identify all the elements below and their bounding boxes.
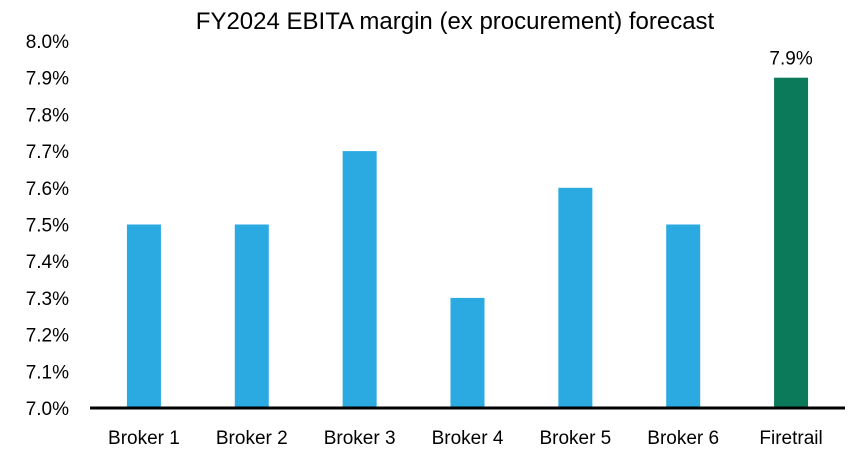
y-tick-label: 7.9% [26,69,69,90]
y-tick-label: 7.8% [26,105,69,126]
bar-broker-1 [126,224,161,408]
data-labels-group: 7.9% [769,49,812,70]
x-tick-label: Broker 2 [216,428,288,449]
bars-group [126,77,809,408]
x-tick-label: Broker 5 [539,428,611,449]
y-tick-label: 7.6% [26,179,69,200]
x-tick-label: Broker 6 [647,428,719,449]
x-tick-label: Broker 3 [324,428,396,449]
y-tick-label: 7.3% [26,289,69,310]
x-tick-label: Firetrail [759,428,822,449]
bar-broker-4 [450,297,485,408]
x-tick-label: Broker 4 [432,428,504,449]
y-tick-label: 7.5% [26,216,69,237]
bar-broker-6 [666,224,701,408]
data-label: 7.9% [769,49,812,70]
bar-broker-5 [558,187,593,408]
bar-firetrail [774,77,809,408]
y-tick-label: 7.0% [26,399,69,420]
bar-broker-3 [342,151,377,408]
y-tick-label: 7.7% [26,142,69,163]
x-tick-label: Broker 1 [108,428,180,449]
y-tick-label: 7.1% [26,362,69,383]
y-tick-label: 7.2% [26,326,69,347]
y-tick-label: 7.4% [26,252,69,273]
y-axis-ticks: 7.0% 7.1% 7.2% 7.3% 7.4% 7.5% 7.6% 7.7% 7.8% 7.9%… [26,32,69,420]
y-tick-label: 8.0% [26,32,69,53]
x-axis-labels: Broker 1 Broker 2 Broker 3 Broker 4 Broker 5… [108,428,823,449]
bar-broker-2 [234,224,269,408]
chart-title: FY2024 EBITA margin (ex procurement) for… [196,8,715,35]
